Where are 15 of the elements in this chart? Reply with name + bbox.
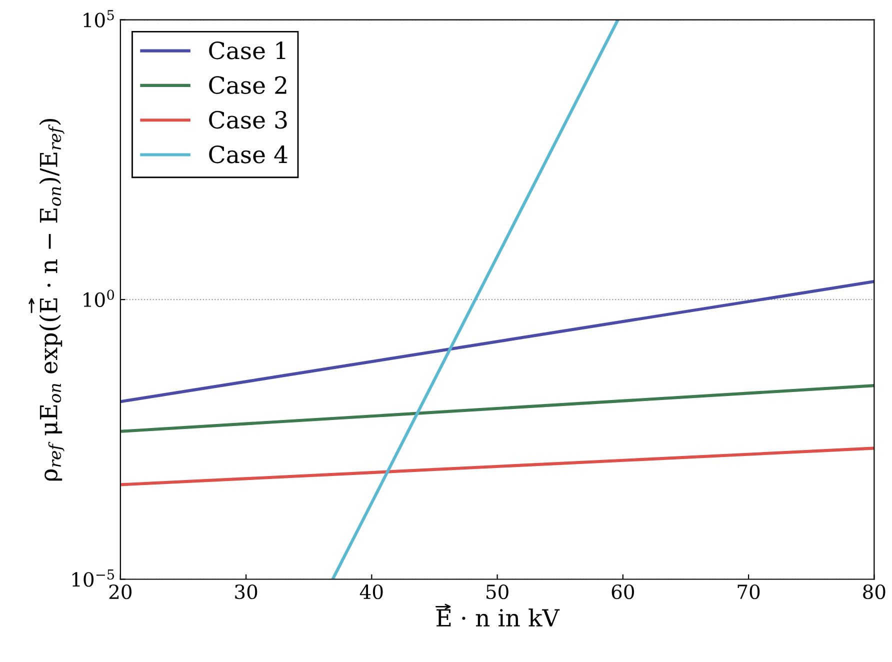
x-tick-label: 20: [109, 584, 132, 600]
x-tick-label: 30: [235, 584, 258, 600]
text: ρ$_{ref}$ μE$_{on}$ exp((E · n − E$_{on}$)/E$_{ref}$): [39, 118, 64, 481]
x-tick-label: 50: [486, 584, 508, 600]
legend-label: Case 4: [209, 145, 288, 164]
legend-label: Case 3: [209, 110, 287, 129]
y-tick-label: 10$^{5}$: [84, 10, 114, 28]
legend-label: Case 1: [209, 42, 286, 60]
x-tick-label: 40: [360, 584, 383, 600]
x-tick-label: 60: [612, 584, 634, 600]
x-axis-title: E · n in kV: [436, 608, 560, 626]
x-tick-label: 80: [863, 584, 886, 600]
x-tick-label: 70: [738, 584, 760, 600]
y-tick-label: 10$^{0}$: [84, 290, 114, 308]
legend-label: Case 2: [209, 76, 286, 94]
